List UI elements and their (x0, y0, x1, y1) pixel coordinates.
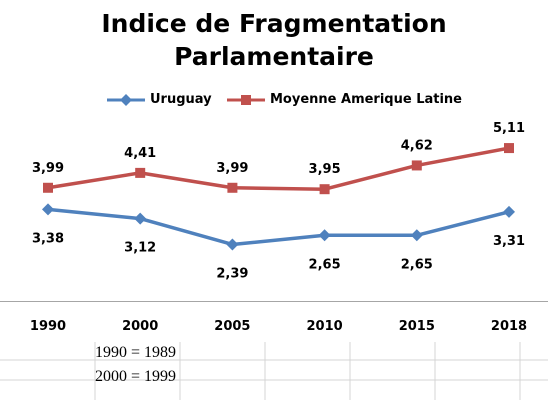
legend-marker-uruguay (107, 94, 145, 106)
data-label-0-2018: 3,31 (493, 234, 525, 249)
data-label-1-2015: 4,62 (401, 138, 433, 153)
data-point-0-2005 (226, 238, 239, 251)
data-label-1-2018: 5,11 (493, 121, 525, 136)
data-point-0-2010 (318, 229, 331, 242)
data-point-0-2015 (410, 229, 423, 242)
data-label-1-2005: 3,99 (216, 161, 248, 176)
x-tick-label-2015: 2015 (399, 319, 435, 334)
data-label-0-2010: 2,65 (309, 257, 341, 272)
series-line-0 (47, 207, 510, 247)
data-point-1-1990 (43, 182, 53, 193)
data-label-0-2000: 3,12 (124, 241, 156, 256)
data-label-1-2000: 4,41 (124, 146, 156, 161)
data-point-1-2005 (227, 182, 238, 193)
chart-area-background (0, 0, 548, 342)
x-tick-label-2000: 2000 (122, 319, 158, 334)
data-label-1-1990: 3,99 (32, 161, 64, 176)
data-point-0-1990 (42, 203, 54, 216)
x-tick-label-2005: 2005 (214, 319, 250, 334)
series-line-1 (47, 146, 510, 191)
series-1: 3,99 4,41 3,99 3,95 4,62 5,11 (32, 121, 525, 195)
chart-title-line-1: Indice de Fragmentation (101, 9, 447, 38)
series-0: 3,38 3,12 2,39 2,65 2,65 3,31 (32, 203, 525, 281)
note-1990: 1990 = 1989 (95, 344, 177, 361)
x-tick-label-2018: 2018 (491, 319, 527, 334)
legend-label-moyenne-amerique-latine: Moyenne Amerique Latine (270, 92, 463, 107)
data-point-1-2000 (135, 167, 146, 178)
data-label-1-2010: 3,95 (309, 162, 341, 177)
data-point-0-2018 (503, 205, 515, 218)
data-label-0-2015: 2,65 (401, 257, 433, 272)
legend-marker-moyenne-amerique-latine (227, 95, 265, 105)
chart-legend: Uruguay Moyenne Amerique Latine (0, 88, 548, 112)
x-tick-label-1990: 1990 (30, 319, 66, 334)
data-point-1-2010 (319, 184, 330, 195)
data-point-1-2015 (411, 160, 422, 171)
data-label-0-2005: 2,39 (216, 266, 248, 281)
x-tick-label-2010: 2010 (307, 319, 343, 334)
chart-title-line-2: Parlamentaire (174, 42, 374, 71)
note-2000: 2000 = 1999 (95, 368, 177, 385)
data-point-0-2000 (134, 212, 147, 225)
data-label-0-1990: 3,38 (32, 231, 64, 246)
legend-label-uruguay: Uruguay (150, 92, 212, 107)
data-point-1-2018 (504, 143, 514, 154)
